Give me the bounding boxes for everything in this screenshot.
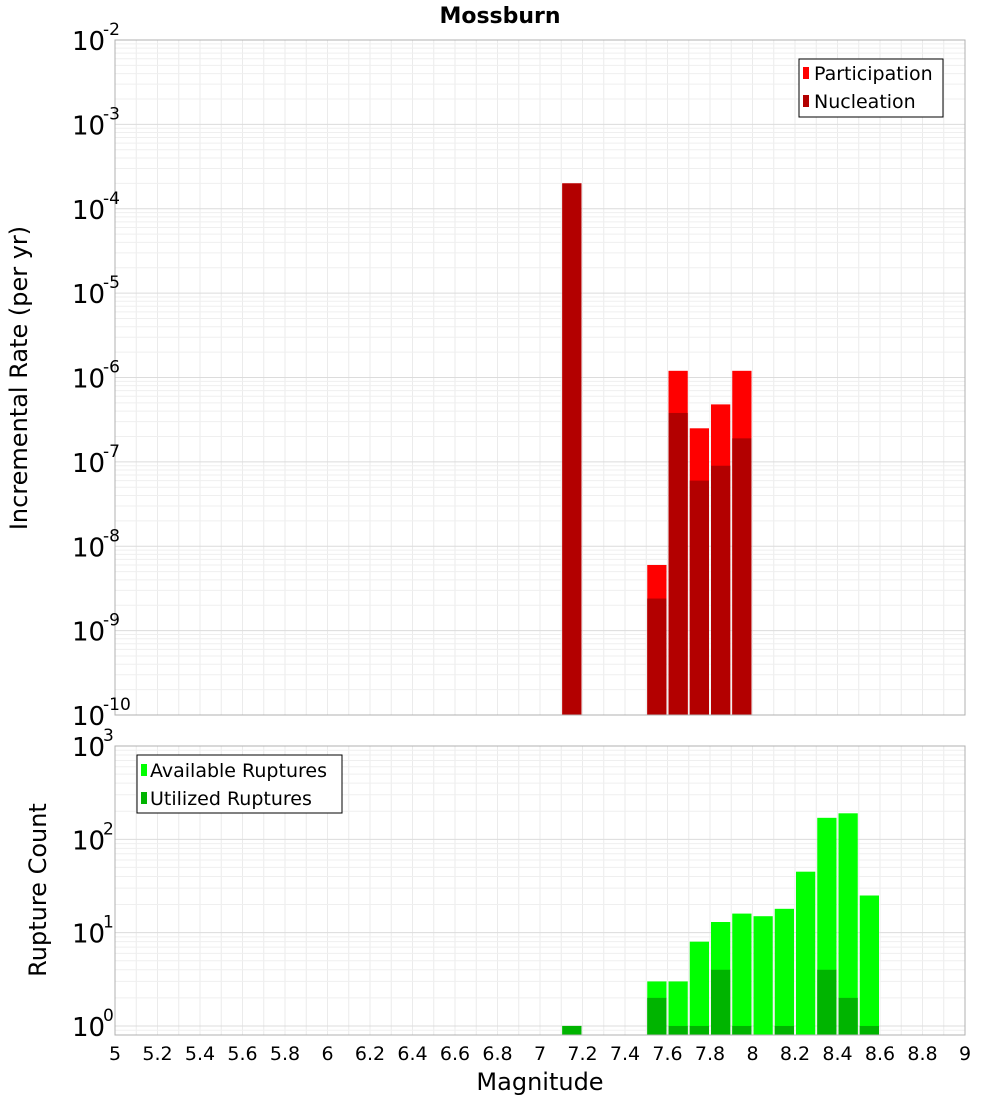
top-y-tick-exponent: -6 bbox=[103, 358, 120, 378]
x-tick-label: 6.8 bbox=[482, 1043, 512, 1065]
x-tick-label: 9 bbox=[959, 1043, 971, 1065]
x-tick-label: 7.4 bbox=[610, 1043, 640, 1065]
top-y-tick-label: 10 bbox=[72, 27, 105, 57]
bar-utilized-ruptures bbox=[689, 1025, 709, 1035]
x-tick-label: 5.4 bbox=[185, 1043, 215, 1065]
top-legend-box bbox=[798, 58, 944, 118]
bottom-legend: Available Ruptures Utilized Ruptures bbox=[136, 754, 343, 814]
top-y-tick-exponent: -9 bbox=[103, 611, 120, 631]
top-y-tick-label: 10 bbox=[72, 618, 105, 648]
bar-utilized-ruptures bbox=[711, 969, 731, 1035]
x-tick-label: 7.2 bbox=[567, 1043, 597, 1065]
x-axis-label: Magnitude bbox=[476, 1068, 603, 1096]
x-tick-label: 6.4 bbox=[397, 1043, 427, 1065]
bar-available-ruptures bbox=[668, 981, 688, 1035]
bar-nucleation bbox=[732, 438, 752, 715]
bottom-y-tick-label: 10 bbox=[72, 733, 105, 763]
legend-swatch-nucleation bbox=[803, 95, 809, 107]
legend-label-utilized: Utilized Ruptures bbox=[150, 788, 312, 810]
legend-label-available: Available Ruptures bbox=[150, 760, 327, 782]
bottom-y-tick-exponent: 1 bbox=[103, 913, 114, 933]
bottom-y-tick-exponent: 2 bbox=[103, 819, 114, 839]
x-tick-label: 5.6 bbox=[227, 1043, 257, 1065]
top-y-tick-exponent: -10 bbox=[103, 695, 131, 715]
top-y-tick-exponent: -8 bbox=[103, 526, 120, 546]
bottom-y-axis-label: Rupture Count bbox=[24, 803, 52, 977]
x-tick-labels: 5 5.2 5.4 5.6 5.8 6 6.2 6.4 6.6 6.8 7 7.2 7.4 7.6 7.8 8… bbox=[109, 1043, 971, 1065]
bar-utilized-ruptures bbox=[668, 1025, 688, 1035]
legend-swatch-utilized bbox=[141, 792, 147, 804]
bar-utilized-ruptures bbox=[562, 1025, 582, 1035]
x-tick-label: 6.2 bbox=[355, 1043, 385, 1065]
bar-utilized-ruptures bbox=[732, 1025, 752, 1035]
top-y-tick-label: 10 bbox=[72, 533, 105, 563]
legend-swatch-available bbox=[141, 764, 147, 776]
bar-available-ruptures bbox=[732, 913, 752, 1035]
top-bars bbox=[562, 183, 752, 716]
top-y-tick-exponent: -7 bbox=[103, 442, 120, 462]
x-tick-label: 8.4 bbox=[822, 1043, 852, 1065]
x-tick-label: 8 bbox=[746, 1043, 758, 1065]
x-tick-label: 7.8 bbox=[695, 1043, 725, 1065]
bar-utilized-ruptures bbox=[817, 969, 837, 1035]
bar-nucleation bbox=[668, 412, 688, 715]
bar-utilized-ruptures bbox=[774, 1025, 794, 1035]
top-y-tick-label: 10 bbox=[72, 196, 105, 226]
bottom-legend-box bbox=[136, 754, 343, 814]
bar-utilized-ruptures bbox=[647, 997, 667, 1035]
top-y-tick-exponent: -2 bbox=[103, 20, 120, 40]
x-tick-label: 5 bbox=[109, 1043, 121, 1065]
top-y-tick-exponent: -3 bbox=[103, 104, 120, 124]
bar-nucleation bbox=[647, 598, 667, 715]
bar-available-ruptures bbox=[774, 908, 794, 1035]
bottom-y-tick-label: 10 bbox=[72, 1013, 105, 1043]
x-tick-label: 6 bbox=[321, 1043, 333, 1065]
bottom-bars bbox=[562, 813, 879, 1035]
bar-available-ruptures bbox=[838, 813, 858, 1035]
bar-nucleation bbox=[562, 183, 582, 716]
top-legend: Participation Nucleation bbox=[798, 58, 944, 118]
x-tick-label: 8.8 bbox=[907, 1043, 937, 1065]
bottom-y-tick-exponent: 0 bbox=[103, 1006, 114, 1026]
x-tick-label: 5.8 bbox=[270, 1043, 300, 1065]
bar-nucleation bbox=[711, 465, 731, 715]
bottom-y-tick-label: 10 bbox=[72, 826, 105, 856]
top-plot-frame bbox=[114, 39, 966, 716]
legend-swatch-participation bbox=[803, 67, 809, 79]
top-y-tick-label: 10 bbox=[72, 702, 105, 732]
legend-label-nucleation: Nucleation bbox=[814, 91, 916, 113]
top-y-tick-label: 10 bbox=[72, 449, 105, 479]
bar-utilized-ruptures bbox=[838, 997, 858, 1035]
top-y-tick-label: 10 bbox=[72, 111, 105, 141]
bar-available-ruptures bbox=[859, 895, 879, 1035]
top-y-axis-label: Incremental Rate (per yr) bbox=[5, 226, 33, 530]
bottom-plot-frame bbox=[114, 745, 966, 1036]
bar-available-ruptures bbox=[796, 871, 816, 1035]
top-y-tick-exponent: -5 bbox=[103, 273, 120, 293]
top-y-tick-label: 10 bbox=[72, 365, 105, 395]
x-tick-label: 7.6 bbox=[652, 1043, 682, 1065]
x-tick-label: 8.2 bbox=[780, 1043, 810, 1065]
x-tick-label: 5.2 bbox=[142, 1043, 172, 1065]
bar-available-ruptures bbox=[753, 916, 773, 1035]
top-gridlines bbox=[115, 40, 965, 715]
bottom-y-tick-exponent: 3 bbox=[103, 726, 114, 746]
top-y-tick-label: 10 bbox=[72, 280, 105, 310]
bottom-y-tick-label: 10 bbox=[72, 920, 105, 950]
bar-nucleation bbox=[689, 480, 709, 715]
x-tick-label: 6.6 bbox=[440, 1043, 470, 1065]
top-y-tick-exponent: -4 bbox=[103, 189, 120, 209]
bar-available-ruptures bbox=[689, 941, 709, 1035]
bar-utilized-ruptures bbox=[859, 1025, 879, 1035]
x-tick-label: 8.6 bbox=[865, 1043, 895, 1065]
legend-label-participation: Participation bbox=[814, 63, 933, 85]
x-tick-label: 7 bbox=[534, 1043, 546, 1065]
chart-title: Mossburn bbox=[439, 4, 560, 29]
